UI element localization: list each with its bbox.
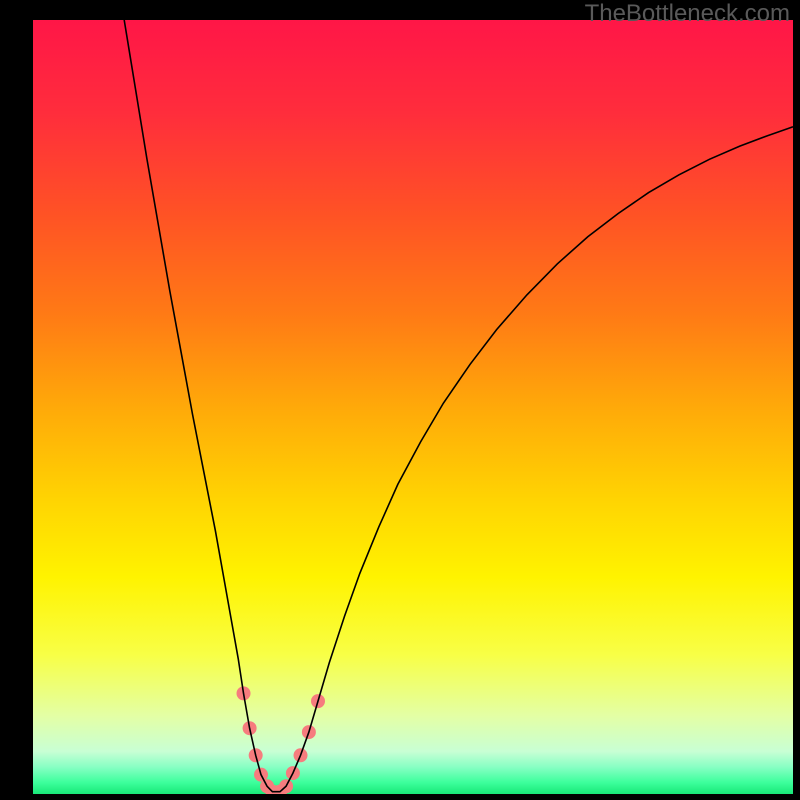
bottleneck-curve [124,20,793,792]
watermark-text: TheBottleneck.com [585,0,790,28]
markers-group [237,687,324,794]
plot-area [33,20,793,794]
curve-layer [33,20,793,794]
